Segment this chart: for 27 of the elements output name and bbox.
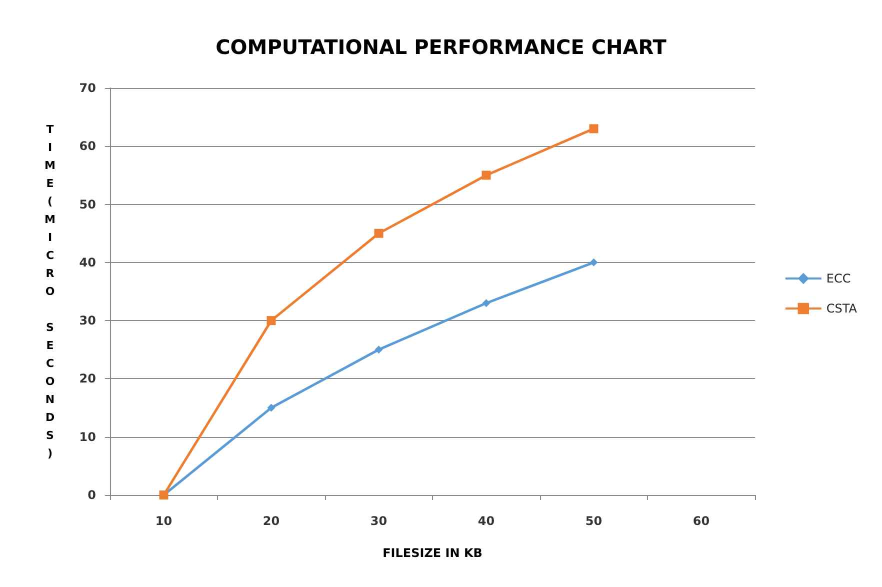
text: TIME(MICRO SECONDS) bbox=[44, 123, 56, 460]
y-tick-label: 20 bbox=[79, 372, 96, 386]
point bbox=[267, 404, 276, 412]
y-tick-label: 70 bbox=[79, 81, 96, 95]
y-tick-label: 0 bbox=[88, 488, 96, 502]
legend-label: CSTA bbox=[826, 302, 858, 316]
point bbox=[374, 228, 384, 238]
point bbox=[482, 299, 490, 308]
y-tick-label: 60 bbox=[79, 139, 96, 154]
x-tick-label: 60 bbox=[692, 514, 710, 528]
y-tick-label: 50 bbox=[79, 197, 96, 212]
x-tick-label: 40 bbox=[478, 514, 495, 528]
y-tick-label: 40 bbox=[79, 255, 96, 270]
x-tick-label: 10 bbox=[155, 514, 172, 528]
point bbox=[590, 258, 598, 266]
point bbox=[589, 124, 598, 134]
point bbox=[266, 316, 276, 326]
y-tick-label: 10 bbox=[79, 430, 96, 444]
point bbox=[374, 346, 383, 354]
x-axis-title: FILESIZE IN KB bbox=[382, 546, 482, 560]
legend-label: ECC bbox=[826, 272, 851, 286]
point bbox=[482, 170, 491, 180]
x-tick-label: 30 bbox=[370, 514, 388, 528]
chart-title: COMPUTATIONAL PERFORMANCE CHART bbox=[216, 35, 667, 59]
x-tick-label: 20 bbox=[262, 514, 280, 528]
y-tick-label: 30 bbox=[79, 314, 96, 328]
x-tick-label: 50 bbox=[585, 514, 602, 528]
